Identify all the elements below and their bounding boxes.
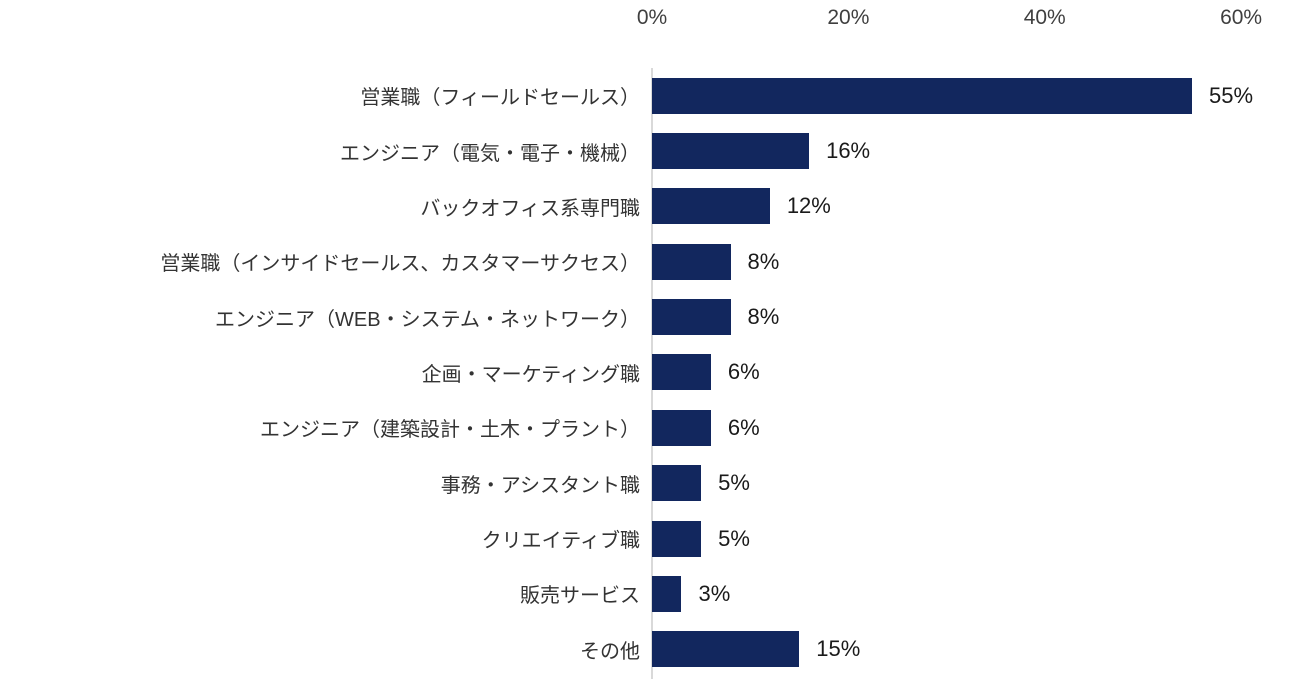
bar (652, 520, 702, 557)
bar-track: 6% (652, 345, 1300, 400)
category-label: 事務・アシスタント職 (440, 474, 640, 497)
value-label: 8% (747, 304, 780, 330)
category-label: エンジニア（建築設計・土木・プラント） (260, 419, 640, 442)
bar-row: バックオフィス系専門職 12% (0, 179, 1300, 234)
bar (652, 465, 702, 502)
bar-row: エンジニア（電気・電子・機械） 16% (0, 123, 1300, 178)
bar-track: 55% (652, 68, 1300, 123)
bar-row: 企画・マーケティング職 6% (0, 345, 1300, 400)
value-label: 6% (727, 359, 760, 385)
bar-row: 事務・アシスタント職 5% (0, 456, 1300, 511)
value-label: 55% (1209, 82, 1254, 108)
category-label: 営業職（インサイドセールス、カスタマーサクセス） (160, 253, 640, 276)
value-label: 8% (747, 248, 780, 274)
bar-row: 営業職（フィールドセールス） 55% (0, 68, 1300, 123)
bar (652, 631, 800, 668)
value-label: 5% (718, 470, 750, 496)
bar (652, 575, 682, 612)
bar-track: 12% (652, 179, 1300, 234)
bar-track: 8% (652, 234, 1300, 289)
bar (652, 354, 711, 391)
category-label: 販売サービス (520, 585, 640, 608)
x-axis-tick-label: 40% (1023, 6, 1066, 29)
bar (652, 243, 731, 280)
bar-track: 16% (652, 123, 1300, 178)
category-label: バックオフィス系専門職 (420, 197, 640, 220)
bar-row: その他 15% (0, 622, 1300, 677)
value-label: 3% (698, 580, 731, 606)
category-label: 企画・マーケティング職 (421, 363, 640, 386)
x-axis-tick-label: 0% (636, 6, 668, 29)
bar-track: 5% (652, 456, 1300, 511)
bar-track: 8% (652, 289, 1300, 344)
category-label: エンジニア（WEB・システム・ネットワーク） (215, 308, 640, 331)
category-label: その他 (580, 640, 640, 663)
bar-row: エンジニア（WEB・システム・ネットワーク） 8% (0, 289, 1300, 344)
bar-track: 5% (652, 511, 1300, 566)
bar (652, 77, 1192, 114)
bar (652, 409, 711, 446)
bar (652, 133, 810, 170)
category-label: 営業職（フィールドセールス） (360, 87, 640, 110)
bar-rows: 営業職（フィールドセールス） 55% エンジニア（電気・電子・機械） 16% バックオフ… (0, 68, 1300, 677)
value-label: 5% (718, 525, 750, 551)
x-axis-tick-label: 60% (1220, 6, 1263, 29)
x-axis-tick-label: 20% (827, 6, 870, 29)
bar-row: クリエイティブ職 5% (0, 511, 1300, 566)
bar-row: エンジニア（建築設計・土木・プラント） 6% (0, 400, 1300, 455)
value-label: 15% (816, 636, 861, 662)
bar-row: 販売サービス 3% (0, 566, 1300, 621)
value-label: 16% (826, 138, 871, 164)
bar (652, 188, 770, 225)
bar-track: 15% (652, 622, 1300, 677)
category-label: エンジニア（電気・電子・機械） (340, 142, 640, 165)
bar-row: 営業職（インサイドセールス、カスタマーサクセス） 8% (0, 234, 1300, 289)
x-axis-ticks: 0% 20% 40% 60% (637, 6, 1300, 40)
value-label: 6% (727, 414, 760, 440)
bar (652, 299, 731, 336)
bar-track: 3% (652, 566, 1300, 621)
category-label: クリエイティブ職 (481, 530, 640, 553)
bar-track: 6% (652, 400, 1300, 455)
value-label: 12% (786, 193, 831, 219)
